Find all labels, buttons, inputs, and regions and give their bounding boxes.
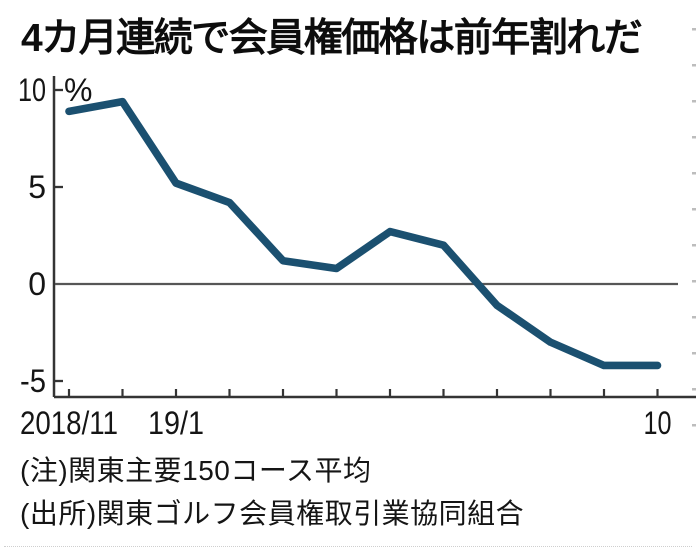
x-tick-label: 10 bbox=[644, 405, 672, 441]
chart-notes: (注)関東主要150コース平均 (出所)関東ゴルフ会員権取引業協同組合 bbox=[20, 449, 524, 535]
y-tick-label: 5 bbox=[28, 169, 46, 205]
chart-note: (注)関東主要150コース平均 bbox=[20, 455, 372, 486]
x-tick-label: 19/1 bbox=[148, 405, 204, 441]
chart-title: 4カ月連続で会員権価格は前年割れだ bbox=[21, 17, 643, 60]
unit-label: % bbox=[64, 72, 92, 108]
edge-mark bbox=[692, 280, 696, 283]
edge-mark bbox=[692, 172, 696, 175]
y-tick-label: 10 bbox=[18, 72, 46, 108]
edge-mark bbox=[692, 316, 696, 319]
edge-mark bbox=[692, 424, 696, 427]
edge-mark bbox=[692, 388, 696, 391]
y-tick-label: -5 bbox=[20, 363, 46, 399]
page-edge-divider bbox=[4, 546, 692, 547]
edge-mark bbox=[692, 244, 696, 247]
edge-mark bbox=[692, 136, 696, 139]
price-yoy-line bbox=[65, 97, 662, 370]
edge-mark bbox=[692, 208, 696, 211]
edge-mark bbox=[692, 100, 696, 103]
edge-mark bbox=[692, 64, 696, 67]
x-tick-label: 2018/11 bbox=[20, 405, 118, 441]
edge-mark bbox=[692, 28, 696, 31]
chart-source: (出所)関東ゴルフ会員権取引業協同組合 bbox=[20, 498, 525, 529]
y-tick-label: 0 bbox=[28, 266, 46, 302]
edge-mark bbox=[692, 352, 696, 355]
